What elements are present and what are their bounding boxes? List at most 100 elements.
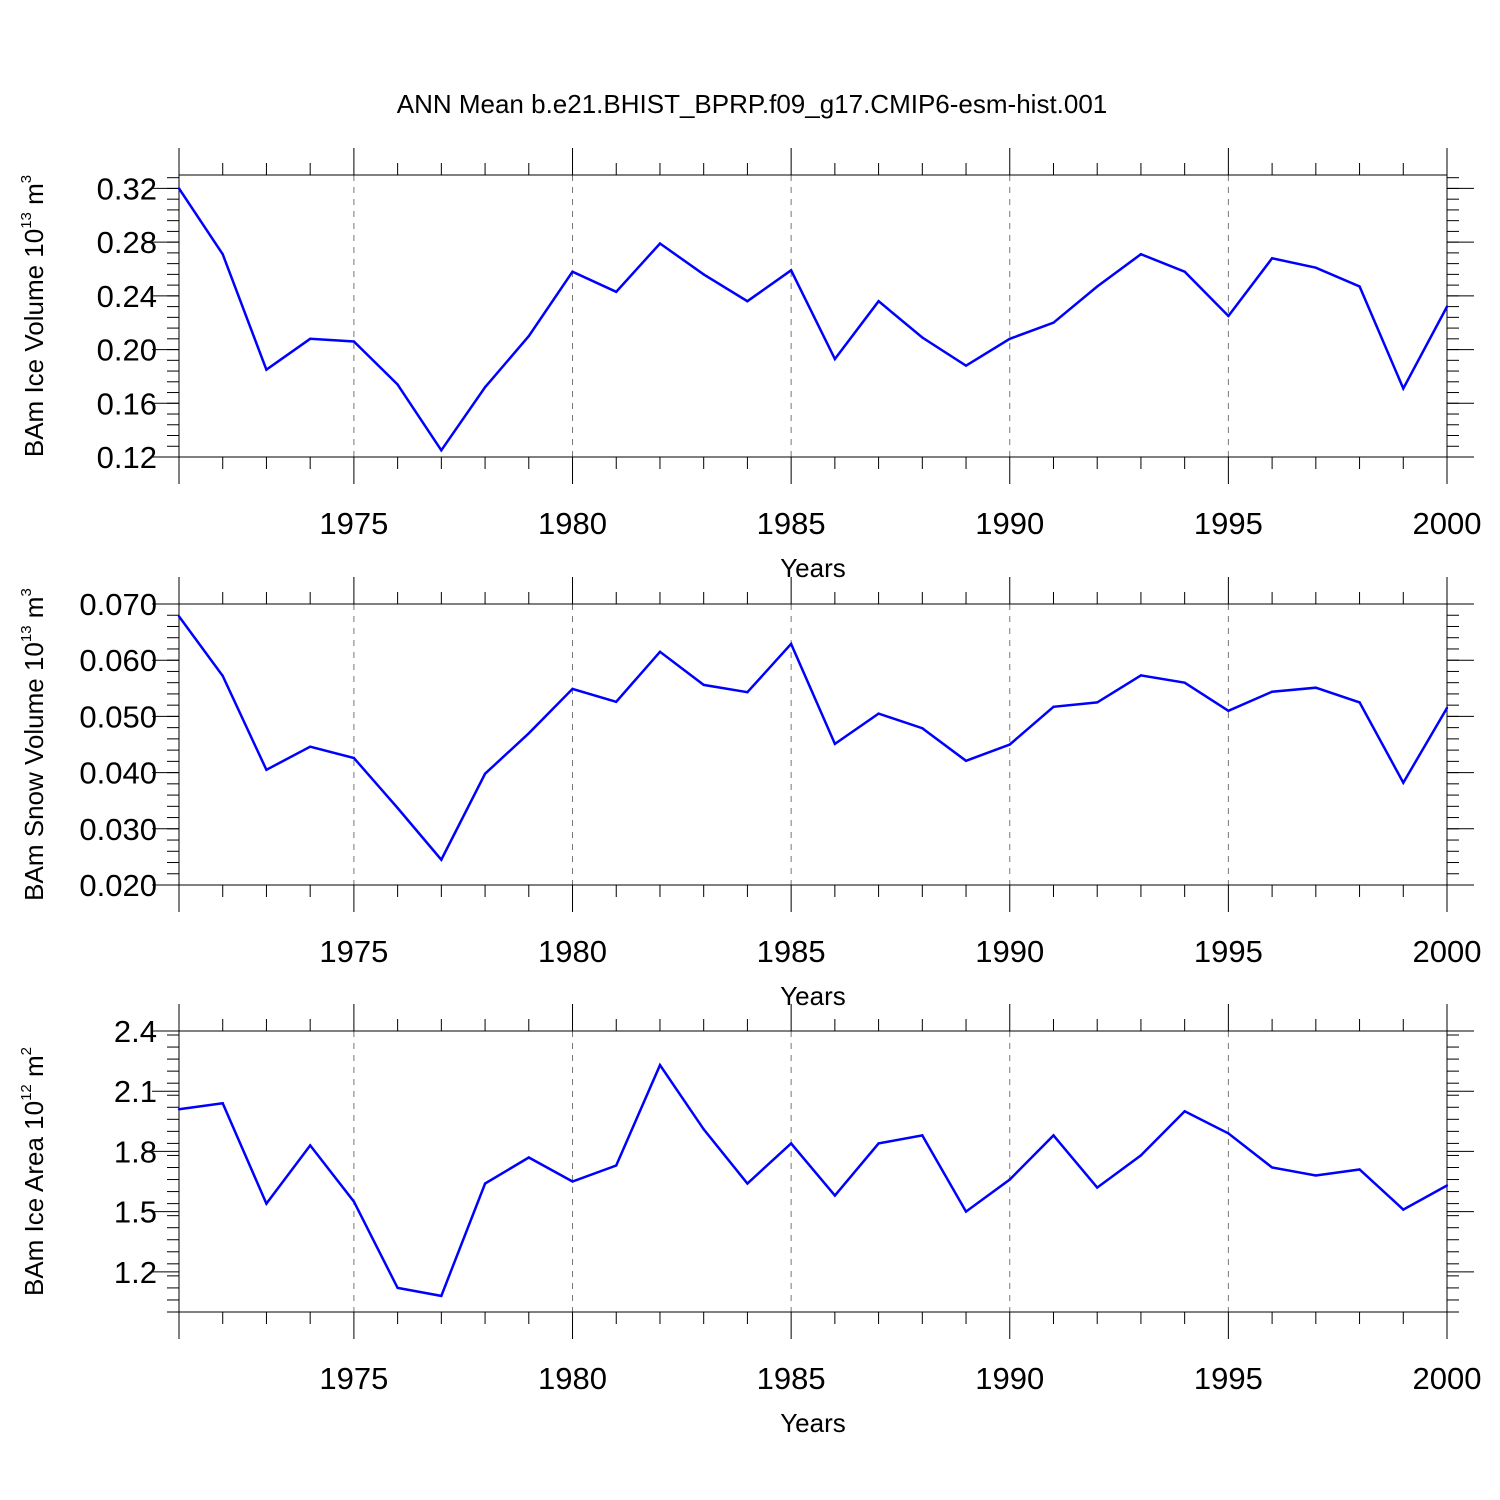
data-point bbox=[658, 1063, 662, 1067]
x-axis-title: Years bbox=[780, 1408, 846, 1438]
y-axis-title: BAm Ice Volume 1013 m3 bbox=[18, 175, 49, 457]
data-point bbox=[746, 1182, 749, 1185]
data-point bbox=[527, 1156, 530, 1159]
data-point bbox=[615, 700, 618, 703]
data-point bbox=[921, 1134, 924, 1137]
x-tick-label: 2000 bbox=[1413, 1361, 1482, 1396]
data-point bbox=[1008, 337, 1011, 341]
y-axis-title-superscript: 3 bbox=[18, 175, 35, 183]
x-tick-label: 1985 bbox=[757, 506, 826, 541]
data-point bbox=[1183, 681, 1186, 684]
data-point bbox=[571, 1180, 574, 1183]
data-point bbox=[702, 273, 705, 276]
data-point bbox=[177, 1108, 181, 1111]
data-point bbox=[1052, 705, 1055, 709]
data-point bbox=[877, 1142, 880, 1145]
data-point bbox=[1402, 781, 1405, 784]
data-point bbox=[702, 1128, 705, 1131]
chart-panel-2: 0.020 0.030 0.040 0.050 0.060 0.070 1975 1980 19… bbox=[18, 577, 1481, 1011]
data-point bbox=[1314, 266, 1318, 269]
data-point bbox=[265, 368, 268, 371]
data-point bbox=[1052, 1134, 1055, 1137]
data-point bbox=[1402, 387, 1405, 390]
data-point bbox=[833, 742, 837, 746]
y-axis-title-text: m bbox=[19, 183, 49, 212]
y-tick-label: 0.12 bbox=[97, 440, 157, 475]
y-tick-label: 0.16 bbox=[97, 386, 157, 421]
y-tick-label: 0.28 bbox=[97, 225, 157, 260]
data-point bbox=[571, 270, 574, 273]
data-point bbox=[177, 187, 181, 190]
panels: 0.12 0.16 0.20 0.24 0.28 0.32 1975 1980 1985 1990… bbox=[18, 148, 1481, 1438]
y-tick-label: 0.020 bbox=[79, 868, 157, 903]
y-tick-label: 0.20 bbox=[97, 333, 157, 368]
y-axis-title-superscript: 13 bbox=[18, 212, 35, 229]
y-axis-title-superscript: 3 bbox=[18, 588, 35, 596]
data-point bbox=[615, 290, 618, 294]
data-point bbox=[921, 336, 924, 339]
data-point bbox=[1183, 1110, 1186, 1113]
x-tick-label: 2000 bbox=[1413, 934, 1482, 969]
data-point bbox=[1139, 1154, 1143, 1157]
data-point bbox=[1402, 1208, 1405, 1211]
data-point bbox=[396, 383, 399, 386]
y-tick-label: 0.070 bbox=[79, 587, 157, 622]
data-point bbox=[702, 683, 705, 687]
data-point bbox=[396, 1286, 399, 1290]
chart-panel-3: 1.2 1.5 1.8 2.1 2.4 1975 1980 1985 1990 1995 2000 Y… bbox=[18, 1004, 1481, 1438]
x-tick-label: 1980 bbox=[538, 506, 607, 541]
x-tick-label: 1990 bbox=[975, 934, 1044, 969]
data-point bbox=[265, 1202, 268, 1205]
data-point bbox=[1096, 701, 1099, 704]
data-point bbox=[877, 300, 880, 303]
x-tick-label: 1995 bbox=[1194, 934, 1263, 969]
x-tick-label: 2000 bbox=[1413, 506, 1482, 541]
x-tick-label: 1985 bbox=[757, 934, 826, 969]
data-point bbox=[483, 772, 487, 775]
data-point bbox=[615, 1164, 618, 1167]
y-axis-title-text: BAm Ice Area 10 bbox=[19, 1101, 49, 1296]
y-axis-title-text: m bbox=[19, 1055, 49, 1084]
data-point bbox=[1314, 1174, 1318, 1177]
data-point bbox=[964, 759, 968, 762]
data-point bbox=[527, 334, 530, 338]
x-tick-label: 1980 bbox=[538, 934, 607, 969]
data-point bbox=[527, 732, 530, 735]
y-tick-label: 1.8 bbox=[114, 1134, 157, 1169]
data-point bbox=[221, 674, 224, 678]
data-point bbox=[789, 1142, 793, 1145]
data-point bbox=[308, 337, 312, 341]
data-point bbox=[308, 1144, 312, 1147]
y-tick-label: 0.24 bbox=[97, 279, 157, 314]
data-point bbox=[1445, 706, 1449, 710]
y-tick-label: 0.040 bbox=[79, 756, 157, 791]
data-point bbox=[352, 340, 356, 343]
data-point bbox=[440, 449, 443, 452]
data-point bbox=[746, 300, 749, 303]
y-axis-title: BAm Ice Area 1012 m2 bbox=[18, 1047, 49, 1296]
data-point bbox=[1445, 305, 1449, 308]
data-point bbox=[1358, 1168, 1361, 1171]
y-tick-label: 0.32 bbox=[97, 171, 157, 206]
y-axis-title-text: m bbox=[19, 597, 49, 626]
series-line-2 bbox=[177, 615, 1449, 862]
data-point bbox=[396, 806, 399, 810]
data-point bbox=[221, 1102, 224, 1105]
data-point bbox=[964, 364, 968, 367]
data-point bbox=[483, 385, 487, 389]
data-point bbox=[1270, 257, 1274, 260]
y-tick-label: 1.5 bbox=[114, 1195, 157, 1230]
data-point bbox=[1227, 1132, 1230, 1135]
y-axis-title-superscript: 2 bbox=[18, 1047, 35, 1055]
x-tick-label: 1975 bbox=[319, 506, 388, 541]
chart-panel-1: 0.12 0.16 0.20 0.24 0.28 0.32 1975 1980 1985 1990… bbox=[18, 148, 1481, 583]
data-point bbox=[265, 768, 268, 771]
data-point bbox=[1096, 285, 1099, 288]
data-point bbox=[1227, 314, 1230, 318]
data-point bbox=[1358, 285, 1361, 288]
data-point bbox=[1183, 270, 1186, 273]
x-tick-label: 1975 bbox=[319, 1361, 388, 1396]
x-tick-label: 1995 bbox=[1194, 506, 1263, 541]
series-line-1 bbox=[177, 187, 1449, 453]
data-point bbox=[352, 1200, 356, 1203]
